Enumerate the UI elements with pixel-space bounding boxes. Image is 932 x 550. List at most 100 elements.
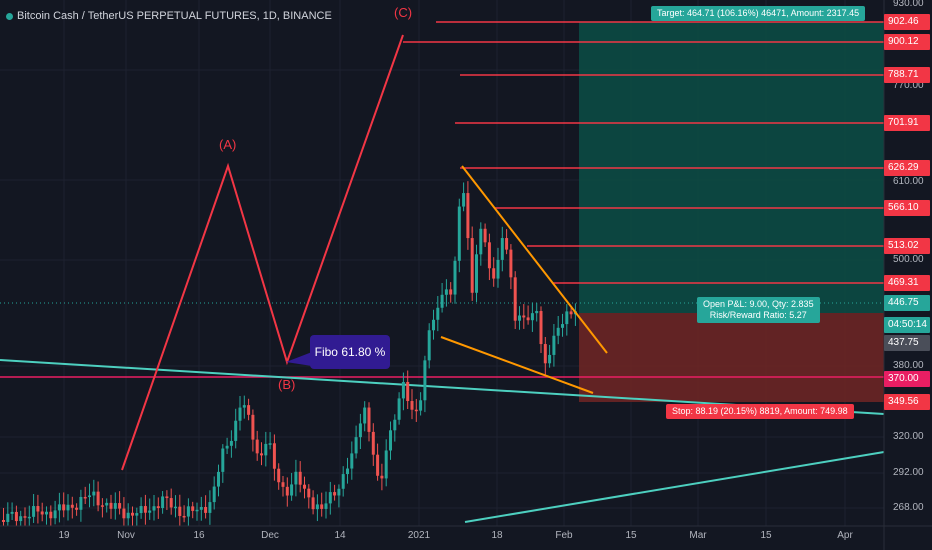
candle-body xyxy=(178,506,182,516)
candle-body xyxy=(14,511,18,522)
candle-body xyxy=(552,335,556,355)
candle-body xyxy=(453,260,457,295)
candle-body xyxy=(23,516,27,518)
candle-body xyxy=(195,509,199,512)
candle-body xyxy=(487,242,491,269)
wedge-lower-line[interactable] xyxy=(440,336,594,394)
stop-zone[interactable] xyxy=(579,313,884,402)
price-axis-tick: 268.00 xyxy=(893,502,924,513)
candle-body xyxy=(427,330,431,361)
time-axis-tick: 2021 xyxy=(407,530,431,541)
candle-body xyxy=(565,311,569,325)
candle-body xyxy=(401,381,405,399)
candle-body xyxy=(492,268,496,279)
target-lines[interactable] xyxy=(403,21,884,284)
candle-body xyxy=(371,431,375,455)
candle-body xyxy=(543,344,547,364)
candle-body xyxy=(161,496,165,509)
wave-label-a: (A) xyxy=(219,137,237,152)
time-axis-tick: 15 xyxy=(760,530,772,541)
candle-body xyxy=(182,515,186,518)
price-tag: 701.91 xyxy=(884,115,930,131)
candle-body xyxy=(40,511,44,515)
price-axis-tick: 610.00 xyxy=(893,176,924,187)
fibo-callout[interactable]: Fibo 61.80 % xyxy=(310,335,390,369)
candle-body xyxy=(45,511,48,515)
candle-body xyxy=(462,193,466,207)
candle-body xyxy=(526,317,530,321)
price-tag: 900.12 xyxy=(884,34,930,50)
candle-body xyxy=(255,439,259,454)
wedge-upper-line[interactable] xyxy=(461,165,608,354)
pnl-info-box[interactable]: Open P&L: 9.00, Qty: 2.835 Risk/Reward R… xyxy=(697,297,820,323)
time-axis-tick: 16 xyxy=(193,530,205,541)
candle-body xyxy=(204,506,208,513)
candle-body xyxy=(174,506,177,509)
price-axis-tick: 320.00 xyxy=(893,431,924,442)
time-axis-tick: Feb xyxy=(555,530,573,541)
candle-body xyxy=(367,407,371,432)
target-info-box[interactable]: Target: 464.71 (106.16%) 46471, Amount: … xyxy=(651,6,866,21)
price-tag: 446.75 xyxy=(884,295,930,311)
candle-body xyxy=(315,504,319,510)
price-axis-tick: 770.00 xyxy=(893,80,924,91)
candle-body xyxy=(66,504,70,511)
candle-body xyxy=(290,484,294,496)
candle-body xyxy=(186,506,190,517)
price-tag: 513.02 xyxy=(884,238,930,254)
candle-body xyxy=(333,492,337,496)
candle-body xyxy=(27,516,31,519)
candle-body xyxy=(320,504,324,509)
lower-trendline[interactable] xyxy=(464,451,885,523)
candle-body xyxy=(457,206,461,261)
candle-body xyxy=(113,503,117,509)
candle-body xyxy=(88,495,91,498)
candle-body xyxy=(470,238,474,293)
candle-body xyxy=(143,506,147,513)
candle-body xyxy=(509,249,513,278)
risk-reward-line: Risk/Reward Ratio: 5.27 xyxy=(709,310,807,320)
price-tag: 349.56 xyxy=(884,394,930,410)
candle-body xyxy=(393,419,397,431)
candles[interactable] xyxy=(2,181,577,526)
candle-body xyxy=(410,401,414,410)
candle-body xyxy=(221,448,225,472)
wave-abc-path[interactable] xyxy=(121,34,404,471)
candle-body xyxy=(62,504,66,511)
candle-body xyxy=(324,503,328,509)
candle-body xyxy=(548,354,552,364)
candle-body xyxy=(337,488,341,496)
candle-body xyxy=(500,238,504,260)
candle-body xyxy=(281,482,285,487)
wave-label-b: (B) xyxy=(278,377,296,392)
candle-body xyxy=(19,516,23,522)
candle-body xyxy=(341,474,345,489)
candle-body xyxy=(354,437,358,454)
candle-body xyxy=(483,228,487,243)
candle-body xyxy=(449,289,453,295)
candle-body xyxy=(307,488,311,498)
candle-body xyxy=(70,504,74,508)
price-tag: 626.29 xyxy=(884,160,930,176)
candle-body xyxy=(466,193,470,239)
candle-body xyxy=(264,443,268,456)
fibo-callout-pointer xyxy=(286,352,312,366)
time-axis-tick: Apr xyxy=(837,530,853,541)
stop-info-box[interactable]: Stop: 88.19 (20.15%) 8819, Amount: 749.9… xyxy=(666,404,854,419)
candle-body xyxy=(414,409,418,412)
candle-body xyxy=(36,506,40,512)
candle-body xyxy=(363,407,367,424)
candle-body xyxy=(294,471,298,485)
candle-body xyxy=(346,468,349,475)
price-axis-tick: 930.00 xyxy=(893,0,924,9)
candle-body xyxy=(419,400,423,411)
price-tag: 469.31 xyxy=(884,275,930,291)
price-tag: 566.10 xyxy=(884,200,930,216)
price-axis-tick: 292.00 xyxy=(893,467,924,478)
price-tag: 437.75 xyxy=(884,335,930,351)
price-tag: 902.46 xyxy=(884,14,930,30)
candle-body xyxy=(131,512,134,516)
candle-body xyxy=(535,311,539,314)
